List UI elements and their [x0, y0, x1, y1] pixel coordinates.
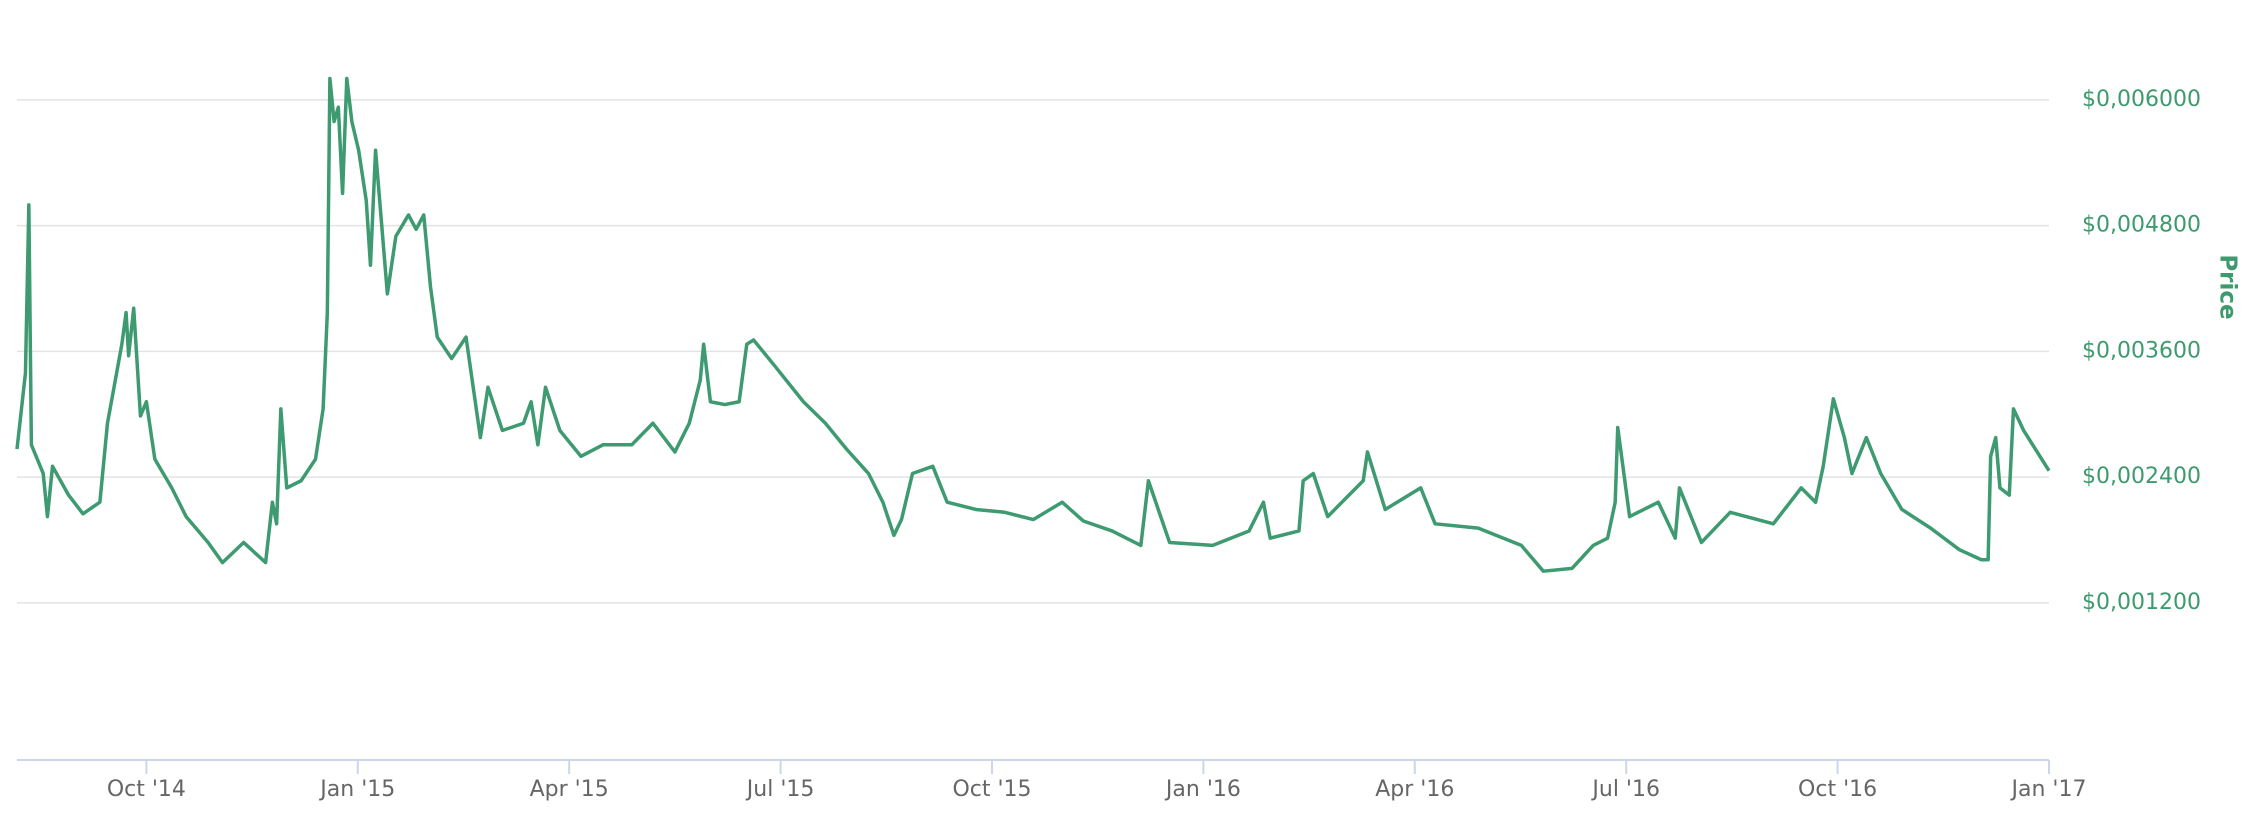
y-tick-label: $0,004800 [2082, 213, 2201, 238]
x-tick-label: Oct '14 [107, 777, 186, 802]
x-tick-label: Apr '15 [530, 777, 609, 802]
x-tick-label: Jan '15 [318, 777, 395, 802]
x-tick-label: Jul '16 [1590, 777, 1660, 802]
x-tick-label: Oct '15 [952, 777, 1031, 802]
x-tick-label: Apr '16 [1375, 777, 1454, 802]
x-tick-label: Oct '16 [1798, 777, 1877, 802]
y-tick-label: $0,006000 [2082, 87, 2201, 112]
y-tick-label: $0,003600 [2082, 338, 2201, 363]
x-tick-label: Jul '15 [745, 777, 815, 802]
y-tick-label: $0,002400 [2082, 464, 2201, 489]
x-tick-label: Jan '16 [1164, 777, 1241, 802]
y-axis-title: Price [2215, 254, 2241, 319]
y-tick-label: $0,001200 [2082, 590, 2201, 615]
price-line [15, 76, 2051, 573]
x-tick-label: Jan '17 [2010, 777, 2087, 802]
